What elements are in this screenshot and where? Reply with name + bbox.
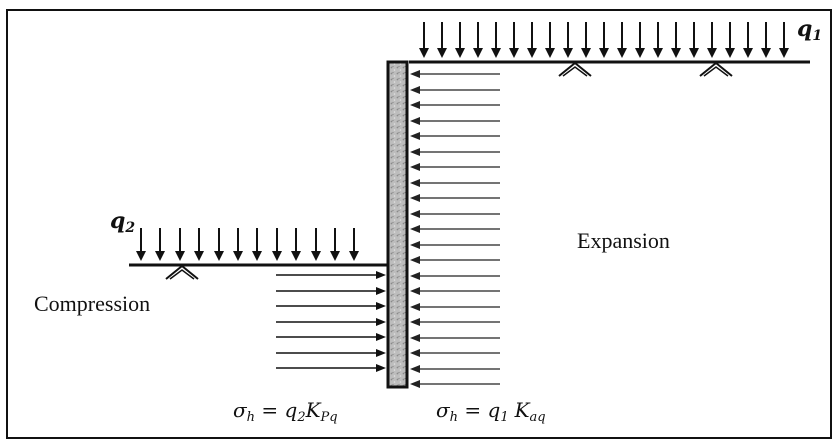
surcharge-arrow xyxy=(311,228,321,261)
surcharge-arrow xyxy=(635,22,645,58)
surcharge-arrow xyxy=(214,228,224,261)
ground-hatch-icon xyxy=(165,264,199,280)
passive-pressure-arrows xyxy=(276,271,386,372)
surcharge-arrow xyxy=(136,228,146,261)
active-pressure-arrow xyxy=(410,349,500,357)
passive-pressure-arrow xyxy=(276,333,386,341)
surcharge-arrow xyxy=(725,22,735,58)
q1-surcharge-arrows xyxy=(419,22,789,58)
passive-pressure-arrow xyxy=(276,318,386,326)
active-pressure-arrow xyxy=(410,241,500,249)
surcharge-arrow xyxy=(291,228,301,261)
surcharge-arrow xyxy=(419,22,429,58)
surcharge-arrow xyxy=(194,228,204,261)
surcharge-arrow xyxy=(473,22,483,58)
active-pressure-arrow xyxy=(410,117,500,125)
surcharge-arrow xyxy=(455,22,465,58)
surcharge-arrow xyxy=(563,22,573,58)
surcharge-arrow xyxy=(233,228,243,261)
surcharge-arrow xyxy=(330,228,340,261)
active-pressure-formula: σh = q1 Kaq xyxy=(436,398,546,425)
passive-pressure-arrow xyxy=(276,302,386,310)
active-pressure-arrow xyxy=(410,225,500,233)
surcharge-arrow xyxy=(491,22,501,58)
active-pressure-arrow xyxy=(410,70,500,78)
surcharge-arrow xyxy=(175,228,185,261)
active-pressure-arrow xyxy=(410,287,500,295)
active-pressure-arrow xyxy=(410,380,500,388)
surcharge-arrow xyxy=(707,22,717,58)
q2-surcharge-arrows xyxy=(136,228,359,261)
active-pressure-arrow xyxy=(410,194,500,202)
active-pressure-arrow xyxy=(410,163,500,171)
surcharge-arrow xyxy=(653,22,663,58)
ground-hatch-icon xyxy=(558,61,592,77)
active-pressure-arrow xyxy=(410,179,500,187)
surcharge-arrow xyxy=(252,228,262,261)
surcharge-arrow xyxy=(272,228,282,261)
ground-hatch-icon xyxy=(699,61,733,77)
passive-pressure-formula: σh = q2KPq xyxy=(233,398,338,425)
active-pressure-arrow xyxy=(410,303,500,311)
active-pressure-arrow xyxy=(410,210,500,218)
active-pressure-arrow xyxy=(410,101,500,109)
surcharge-arrow xyxy=(617,22,627,58)
surcharge-arrow xyxy=(509,22,519,58)
passive-pressure-arrow xyxy=(276,271,386,279)
surcharge-arrow xyxy=(527,22,537,58)
q2-label: q2 xyxy=(110,208,135,236)
active-pressure-arrow xyxy=(410,334,500,342)
diagram-frame xyxy=(6,9,832,439)
retaining-wall xyxy=(386,60,409,389)
active-pressure-arrows xyxy=(410,70,500,388)
surcharge-arrow xyxy=(581,22,591,58)
compression-label: Compression xyxy=(34,291,150,316)
surcharge-arrow xyxy=(545,22,555,58)
ground-symbols xyxy=(165,61,733,280)
surcharge-arrow xyxy=(437,22,447,58)
surcharge-arrow xyxy=(671,22,681,58)
surcharge-arrow xyxy=(743,22,753,58)
surcharge-arrow xyxy=(779,22,789,58)
passive-pressure-arrow xyxy=(276,364,386,372)
active-pressure-arrow xyxy=(410,272,500,280)
surcharge-arrow xyxy=(155,228,165,261)
active-pressure-arrow xyxy=(410,86,500,94)
passive-pressure-arrow xyxy=(276,349,386,357)
active-pressure-arrow xyxy=(410,132,500,140)
surcharge-arrow xyxy=(349,228,359,261)
active-pressure-arrow xyxy=(410,318,500,326)
passive-pressure-arrow xyxy=(276,287,386,295)
surcharge-arrow xyxy=(599,22,609,58)
surcharge-arrow xyxy=(761,22,771,58)
active-pressure-arrow xyxy=(410,148,500,156)
active-pressure-arrow xyxy=(410,256,500,264)
q1-label: q1 xyxy=(797,16,822,44)
surcharge-arrow xyxy=(689,22,699,58)
active-pressure-arrow xyxy=(410,365,500,373)
expansion-label: Expansion xyxy=(577,228,670,253)
